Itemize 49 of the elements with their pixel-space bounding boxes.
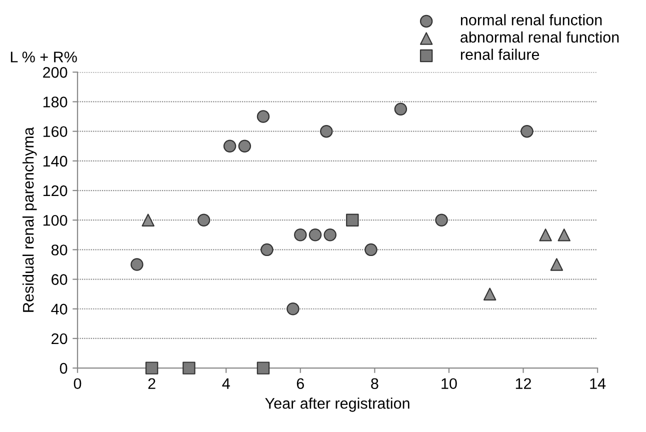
point [286, 302, 300, 316]
text: L % + R% [10, 52, 77, 62]
point [324, 228, 336, 242]
point [558, 228, 570, 242]
x-tick-label: 4 [222, 378, 230, 389]
x-tick-label: 12 [516, 378, 531, 389]
y-tick-label: 100 [43, 214, 68, 226]
point [130, 258, 144, 271]
point [256, 110, 270, 123]
point [145, 362, 158, 374]
point [346, 214, 359, 226]
legend-label: renal failure [460, 48, 540, 60]
legend-label: abnormal renal function [460, 31, 619, 43]
point [308, 228, 322, 242]
x-tick-label: 0 [74, 378, 82, 390]
point [483, 288, 496, 300]
point [539, 228, 552, 242]
point [223, 140, 236, 152]
y-tick-label: 180 [43, 96, 68, 108]
y-tick-label: 0 [60, 362, 68, 374]
point [294, 228, 307, 242]
x-tick-label: 2 [148, 378, 156, 389]
point [550, 258, 564, 271]
point [364, 243, 378, 256]
y-tick-label: 160 [43, 126, 68, 138]
x-tick-label: 10 [442, 378, 457, 390]
x-tick-label: 6 [296, 378, 304, 390]
y-tick-label: 80 [51, 244, 68, 256]
y-tick-label: 20 [52, 333, 68, 344]
point [238, 140, 252, 152]
point [197, 214, 210, 226]
x-tick-label: 8 [371, 378, 378, 390]
y-tick-label: 60 [52, 274, 68, 285]
legend-label: normal renal function [460, 14, 602, 26]
y-tick-label: 40 [51, 304, 68, 315]
x-axis-title: Year after registration [265, 398, 410, 412]
point [256, 362, 270, 374]
y-tick-label: 140 [43, 156, 68, 167]
x-tick-label: 14 [590, 378, 606, 389]
point [435, 214, 448, 226]
point [182, 362, 196, 374]
y-axis-title: Residual renal parenchyma [22, 127, 37, 312]
y-tick-label: 120 [43, 185, 68, 196]
point [320, 124, 333, 138]
point [394, 102, 408, 116]
point [520, 124, 534, 138]
point [260, 243, 274, 256]
point [142, 214, 154, 226]
y-tick-label: 200 [43, 67, 68, 78]
